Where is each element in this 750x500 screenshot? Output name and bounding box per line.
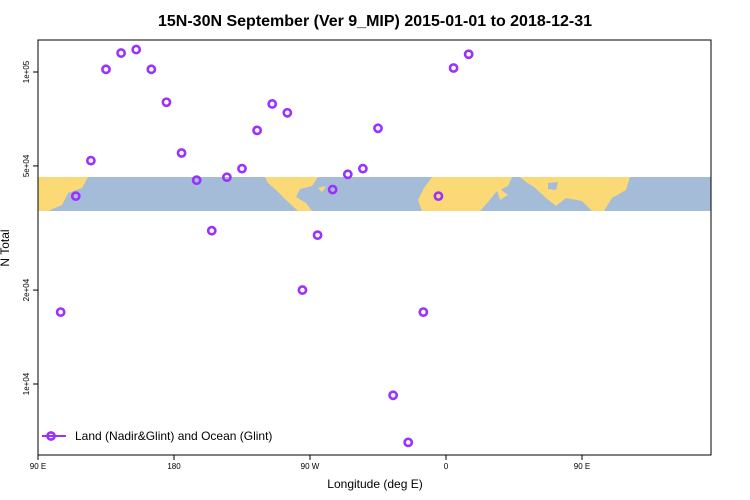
x-tick-label: 180 xyxy=(167,462,181,471)
data-point xyxy=(418,307,429,317)
x-tick-label: 90 E xyxy=(30,462,46,471)
x-tick-label: 90 W xyxy=(301,462,320,471)
x-axis-label: Longitude (deg E) xyxy=(327,477,422,491)
x-tick-label: 0 xyxy=(444,462,449,471)
data-point xyxy=(55,307,66,317)
data-point xyxy=(403,437,414,448)
y-tick-label: 1e+04 xyxy=(22,372,31,395)
data-point xyxy=(176,148,187,158)
chart-title: 15N-30N September (Ver 9_MIP) 2015-01-01… xyxy=(158,13,592,30)
y-tick-label: 2e+04 xyxy=(22,278,31,301)
data-point xyxy=(388,390,399,401)
data-point xyxy=(237,163,247,174)
y-tick-label: 1e+05 xyxy=(22,60,31,83)
data-point xyxy=(327,184,338,195)
data-point xyxy=(116,48,127,58)
data-point xyxy=(161,97,172,108)
data-point xyxy=(433,191,444,202)
y-axis-ticks: 1e+04 2e+04 5e+04 1e+05 xyxy=(22,60,38,395)
data-point xyxy=(282,107,293,118)
data-point xyxy=(357,163,368,174)
data-point xyxy=(463,49,474,60)
world-map-strip xyxy=(38,177,711,211)
data-point xyxy=(342,169,353,180)
data-point xyxy=(297,285,308,295)
y-tick-label: 5e+04 xyxy=(22,154,31,177)
legend-label: Land (Nadir&Glint) and Ocean (Glint) xyxy=(75,429,272,443)
data-point xyxy=(191,175,202,186)
data-points xyxy=(55,44,474,448)
data-point xyxy=(221,172,232,183)
data-point xyxy=(70,191,81,202)
y-axis-label: N Total xyxy=(0,229,12,266)
legend: Land (Nadir&Glint) and Ocean (Glint) xyxy=(42,429,272,443)
data-point xyxy=(101,64,111,75)
legend-marker xyxy=(46,431,56,441)
plot-frame xyxy=(37,39,712,456)
data-point xyxy=(252,125,263,136)
data-point xyxy=(373,123,383,134)
data-point xyxy=(267,99,278,109)
data-point xyxy=(146,64,157,75)
data-point xyxy=(312,230,323,241)
x-tick-label: 90 E xyxy=(574,462,590,471)
x-axis-ticks: 90 E 180 90 W 0 90 E xyxy=(30,455,590,471)
data-point xyxy=(131,44,142,55)
data-point xyxy=(206,225,217,236)
data-point xyxy=(448,63,459,73)
data-point xyxy=(85,155,96,166)
